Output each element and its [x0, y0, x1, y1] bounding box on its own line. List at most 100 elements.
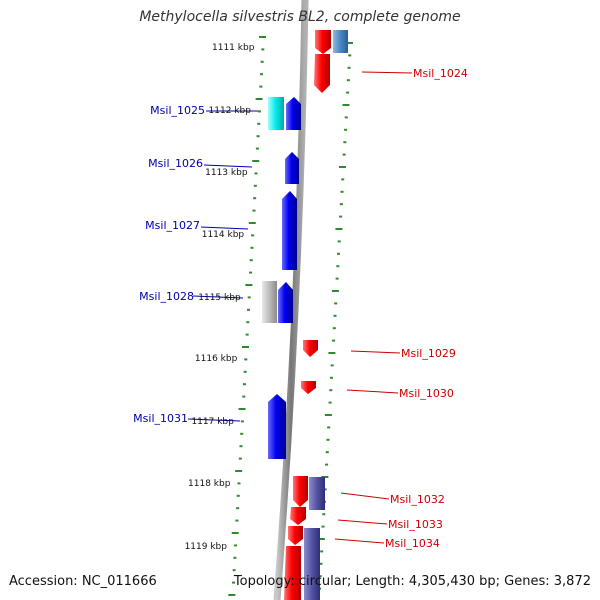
ruler-tick-left [255, 98, 263, 100]
ruler-tick-right [342, 104, 350, 106]
accession-text: Accession: NC_011666 [9, 574, 157, 589]
tick-label: 1116 kbp [195, 354, 238, 364]
tick-label: 1113 kbp [205, 168, 248, 178]
reverse-gene-labels: Msil_1025 Msil_1026 Msil_1027 Msil_1028 … [133, 104, 205, 425]
ruler-tick-right [337, 252, 341, 255]
ruler-tick-right [332, 339, 336, 342]
ruler-tick-right [335, 277, 339, 280]
map-title: Methylocella silvestris BL2, complete ge… [139, 9, 461, 25]
ruler-tick-right [326, 438, 330, 441]
ruler-tick-right [324, 414, 332, 416]
ruler-tick-left [232, 569, 236, 572]
leader-line-msil-1028 [192, 295, 244, 299]
gene-label-msil-1027[interactable]: Msil_1027 [145, 219, 200, 232]
feature-msil-1025-gene [268, 97, 284, 130]
ruler-tick-left [257, 110, 261, 113]
leader-line-msil-1027 [200, 226, 249, 230]
feature-msil-1035-cds [284, 546, 301, 600]
ruler-tick-left [249, 271, 253, 274]
ruler-tick-right [342, 153, 346, 156]
leader-line-msil-1032 [340, 492, 390, 500]
gene-label-msil-1033[interactable]: Msil_1033 [388, 518, 443, 531]
label-lines [187, 71, 413, 544]
ruler-tick-left [250, 246, 254, 249]
ruler-tick-right [334, 302, 338, 305]
reverse-features [262, 97, 301, 459]
ruler-tick-left [245, 333, 249, 336]
ruler-tick-right [329, 389, 333, 392]
gene-label-msil-1030[interactable]: Msil_1030 [399, 387, 454, 400]
ruler-tick-right [320, 550, 324, 553]
ruler-tick-right [340, 190, 344, 193]
ruler-tick-right [325, 451, 329, 454]
ruler-tick-left [251, 234, 255, 237]
feature-msil-1034-cds [288, 526, 303, 545]
gene-label-msil-1031[interactable]: Msil_1031 [133, 412, 188, 425]
tick-labels: 1111 kbp 1112 kbp 1113 kbp 1114 kbp 1115 kbp… [185, 43, 255, 552]
tick-label: 1119 kbp [185, 542, 228, 552]
feature-msil-1023-cds [315, 30, 331, 54]
feature-msil-1032-gene [309, 477, 325, 510]
leader-line-msil-1033 [337, 519, 388, 525]
ruler-tick-left [249, 259, 253, 262]
ruler-tick-left [254, 172, 258, 175]
ruler-tick-right [348, 54, 352, 57]
gene-label-msil-1026[interactable]: Msil_1026 [148, 157, 203, 170]
ruler-tick-right [322, 513, 326, 516]
ruler-tick-left [240, 420, 244, 423]
genome-backbone [273, 0, 309, 600]
ruler-tick-right [332, 327, 336, 330]
ruler-tick-right [347, 66, 351, 69]
ruler-tick-left [246, 321, 250, 324]
ruler-tick-right [344, 116, 348, 119]
ruler-tick-left [238, 457, 242, 460]
gene-label-msil-1029[interactable]: Msil_1029 [401, 347, 456, 360]
ruler-tick-left [243, 370, 247, 373]
ruler-tick-right [328, 352, 336, 354]
tick-label: 1112 kbp [209, 106, 252, 116]
feature-msil-1024-cds [314, 54, 330, 93]
ruler-tick-left [261, 48, 265, 51]
leader-line-msil-1031 [187, 418, 241, 422]
ruler-tick-right [346, 91, 350, 94]
ruler-tick-left [242, 395, 246, 398]
ruler-tick-left [260, 60, 264, 63]
leader-line-msil-1034 [334, 538, 385, 544]
ruler-tick-right [343, 141, 347, 144]
forward-gene-labels: Msil_1024 Msil_1029 Msil_1030 Msil_1032 … [385, 67, 468, 550]
leader-line-msil-1030 [346, 389, 399, 394]
ruler-tick-left [259, 73, 263, 76]
ruler-tick-left [242, 383, 246, 386]
feature-msil-1030-cds [301, 381, 316, 394]
ruler-tick-left [237, 482, 241, 485]
ruler-tick-right [346, 79, 350, 82]
ruler-tick-right [341, 178, 345, 181]
gene-label-msil-1028[interactable]: Msil_1028 [139, 290, 194, 303]
ruler-tick-right [336, 265, 340, 268]
ruler-tick-right [319, 562, 323, 565]
ruler-tick-right [333, 314, 337, 317]
feature-msil-1026-cds [285, 152, 299, 184]
ruler-tick-left [233, 556, 237, 559]
ruler-tick-right [325, 463, 329, 466]
ruler-tick-left [241, 346, 249, 348]
ruler-tick-left [248, 222, 256, 224]
tick-label: 1114 kbp [202, 230, 245, 240]
ruler-tick-left [240, 432, 244, 435]
ruler-tick-left [253, 197, 257, 200]
feature-msil-1028-gene [262, 281, 277, 323]
ruler-tick-right [345, 42, 353, 44]
ruler-tick-left [259, 85, 263, 88]
ruler-tick-left [239, 445, 243, 448]
gene-label-msil-1025[interactable]: Msil_1025 [150, 104, 205, 117]
gene-label-msil-1024[interactable]: Msil_1024 [413, 67, 468, 80]
ruler-tick-left [255, 147, 259, 150]
ruler-tick-left [247, 296, 251, 299]
gene-label-msil-1032[interactable]: Msil_1032 [390, 493, 445, 506]
feature-msil-1031-cds [268, 394, 286, 459]
tick-label: 1115 kbp [198, 293, 241, 303]
leader-line-msil-1026 [203, 164, 253, 168]
leader-line-msil-1029 [350, 350, 401, 354]
tick-label: 1117 kbp [191, 417, 234, 427]
gene-label-msil-1034[interactable]: Msil_1034 [385, 537, 440, 550]
